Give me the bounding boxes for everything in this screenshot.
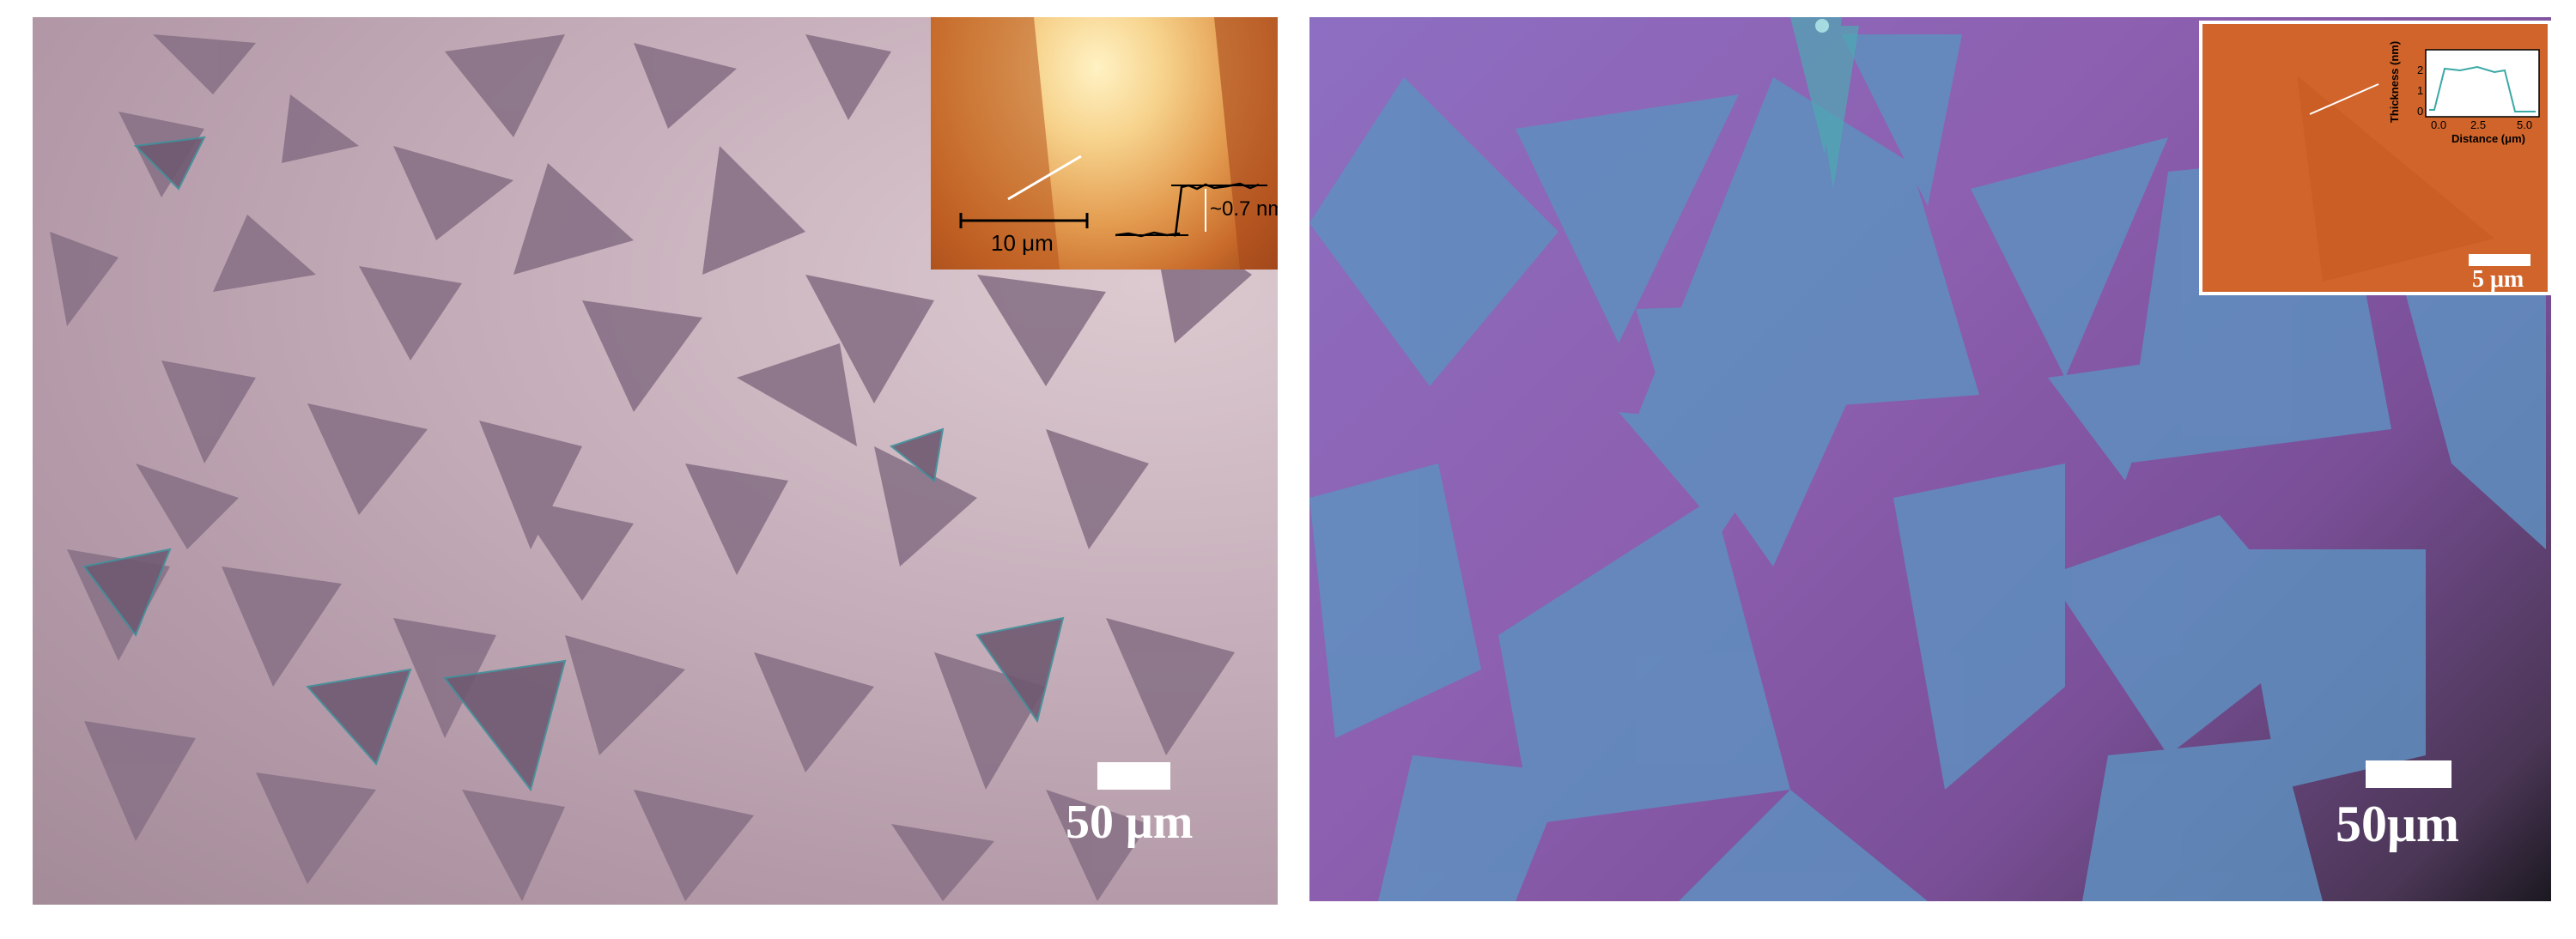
plot-xlabel: Distance (μm): [2451, 132, 2525, 145]
afm-inset-right-overlay: [2297, 49, 2540, 282]
afm-inset-right: 0.0 2.5 5.0 0 1 2 Distance (μm) Thicknes…: [2199, 21, 2551, 295]
afm-profile-line: [1007, 154, 1082, 201]
plot-xtick-1: 2.5: [2470, 118, 2487, 131]
inset-right-scale-label: 5 μm: [2472, 266, 2524, 293]
plot-ytick-1: 1: [2417, 84, 2424, 97]
left-flakes-layer: [50, 34, 1252, 901]
scale-bar-right: [2366, 760, 2451, 788]
scale-label-right: 50μm: [2336, 796, 2459, 852]
plot-ytick-2: 2: [2417, 64, 2424, 76]
scale-bar-left: [1097, 762, 1170, 790]
afm-flake-triangle: [2297, 76, 2494, 282]
afm-inset-left: 10 μm ~0.7 nm: [931, 17, 1278, 270]
scale-label-left: 50 μm: [1066, 796, 1194, 849]
plot-xtick-2: 5.0: [2517, 118, 2533, 131]
right-optical-image: 0.0 2.5 5.0 0 1 2 Distance (μm) Thicknes…: [1309, 17, 2551, 901]
inset-right-scale-bar: [2469, 254, 2530, 266]
step-height-label: ~0.7 nm: [1210, 197, 1278, 221]
inset-scale-label: 10 μm: [991, 230, 1054, 256]
plot-ytick-0: 0: [2417, 105, 2424, 118]
plot-ylabel: Thickness (nm): [2388, 40, 2402, 124]
left-optical-image: 10 μm ~0.7 nm 50 μm: [33, 17, 1278, 905]
afm-profile-line-right: [2309, 83, 2379, 115]
afm-inset-left-overlay: [931, 17, 1278, 270]
thickness-profile-curve: [2429, 65, 2536, 112]
plot-xtick-0: 0.0: [2431, 118, 2447, 131]
thickness-plot: [2425, 49, 2540, 118]
